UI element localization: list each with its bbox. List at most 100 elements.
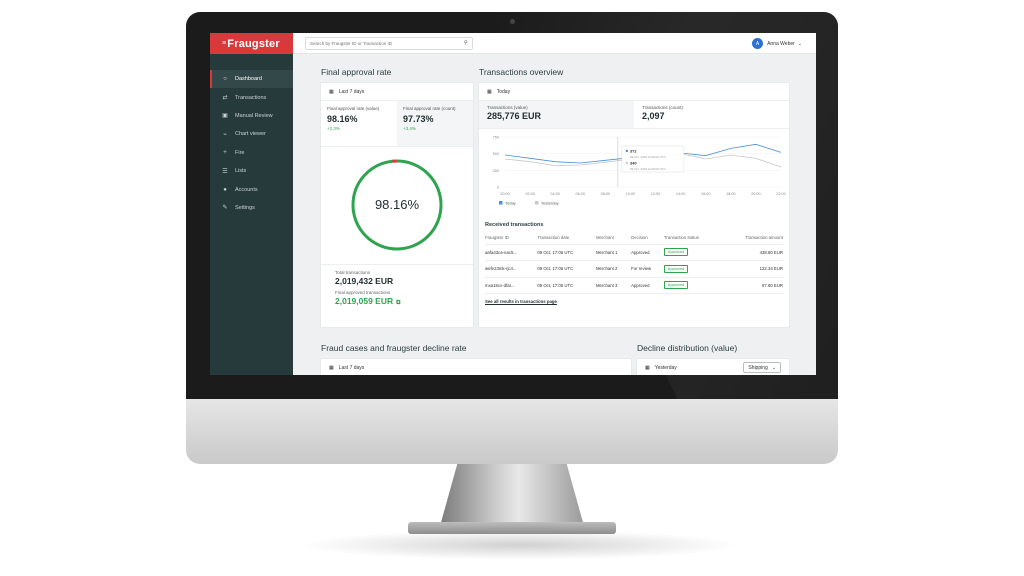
fraud-period[interactable]: ▦ Last 7 days [321, 359, 631, 375]
table-row[interactable]: mxa16cv-dfat... 09 Oct, 17:06 UTC Mercha… [485, 277, 783, 294]
decline-dropdown[interactable]: Shipping ⌄ [743, 362, 781, 373]
cell-amount: 97.80 EUR [721, 277, 783, 294]
floor-shadow [300, 530, 740, 560]
cell-merchant: Merchant 3 [595, 277, 632, 294]
decline-period[interactable]: ▦ Yesterday [637, 359, 789, 375]
y-tick-label: 250 [493, 169, 499, 173]
sidebar-item-fire[interactable]: + Fire [210, 144, 293, 162]
received-title: Received transactions [485, 222, 544, 228]
cell-decision: Approved [631, 244, 664, 261]
chart-icon: ⌁ [223, 131, 227, 138]
kpi-value: 2,097 [642, 111, 665, 121]
approval-totals: Total transactions 2,019,432 EUR Final a… [321, 264, 473, 314]
tooltip-yesterday-value: 340 [630, 161, 637, 166]
sidebar-nav: ○ Dashboard ⇄ Transactions ▣ Manual Revi… [210, 70, 293, 217]
tooltip-yesterday-marker [625, 161, 629, 165]
decline-title: Decline distribution (value) [637, 343, 738, 353]
approval-title: Final approval rate [321, 67, 392, 77]
chevron-down-icon: ⌄ [771, 364, 776, 371]
kpi-approval-value[interactable]: Final approval rate (value) 98.16% +2.3% [321, 101, 397, 146]
approval-card: ▦ Last 7 days Final approval rate (value… [321, 83, 473, 327]
table-row[interactable]: wefe23mk-rjc4... 09 Oct, 17:06 UTC Merch… [485, 260, 783, 278]
x-tick-label: 16:00 [701, 192, 711, 196]
approval-period[interactable]: ▦ Last 7 days [321, 83, 473, 101]
total-value: 2,019,432 EUR [335, 276, 394, 286]
sidebar-item-manual-review[interactable]: ▣ Manual Review [210, 107, 293, 125]
column-header[interactable]: Merchant [595, 232, 632, 245]
cell-id: mxa16cv-dfat... [485, 277, 538, 294]
logo-mark-icon: ≡ [222, 40, 227, 47]
overview-period-label: Today [496, 88, 511, 95]
cell-merchant: Merchant 1 [595, 244, 632, 261]
column-header[interactable]: Transaction status [663, 232, 722, 245]
kpi-delta: +3.4% [403, 125, 416, 131]
kpi-value: 285,776 EUR [487, 111, 542, 121]
approved-value-row: 2,019,059 EUR ⧉ [335, 296, 459, 307]
y-tick-label: 0 [497, 186, 499, 190]
gauge-value-arc [351, 159, 443, 251]
decline-card: ▦ Yesterday Shipping ⌄ [637, 359, 789, 375]
x-tick-label: 20:00 [751, 192, 761, 196]
column-header[interactable]: Decision [631, 232, 664, 245]
cell-status: Approved [663, 244, 722, 261]
tooltip-yesterday-time: 09 Oct. 2019 at 09:00 UTC [630, 167, 667, 171]
cell-merchant: Merchant 2 [595, 260, 632, 278]
overview-period[interactable]: ▦ Today [479, 83, 789, 101]
monitor-stand-foot [408, 522, 616, 534]
cell-id: wefe23mk-rjc4... [485, 260, 538, 278]
sidebar-item-lists[interactable]: ☰ Lists [210, 162, 293, 180]
status-badge: Approved [663, 264, 689, 273]
sidebar-item-label: Settings [235, 204, 255, 211]
calendar-icon: ▦ [645, 364, 650, 371]
kpi-transactions-value[interactable]: Transactions (value) 285,776 EUR [479, 101, 634, 128]
cell-amount: 122.34 EUR [721, 260, 783, 278]
received-table: Fraugster ID Transaction date Merchant D… [485, 232, 783, 294]
search-icon[interactable]: ⚲ [464, 40, 468, 46]
kpi-approval-count[interactable]: Final approval rate (count) 97.73% +3.4% [397, 101, 473, 146]
transactions-icon: ⇄ [222, 95, 228, 102]
brand-name: Fraugster [227, 37, 280, 50]
kpi-label: Final approval rate (count) [403, 106, 456, 111]
column-header[interactable]: Fraugster ID [485, 232, 538, 245]
sidebar-item-settings[interactable]: ✎ Settings [210, 199, 293, 217]
sidebar-item-dashboard[interactable]: ○ Dashboard [210, 70, 293, 89]
overview-title: Transactions overview [479, 67, 564, 77]
wrench-icon: ✎ [222, 205, 228, 212]
see-all-link[interactable]: See all results in transactions page [485, 299, 557, 304]
x-tick-label: 14:00 [676, 192, 686, 196]
user-menu[interactable]: A Anna Weber ⌄ [752, 38, 802, 49]
column-header[interactable]: Transaction amount [721, 232, 783, 245]
sidebar-item-chart-viewer[interactable]: ⌁ Chart viewer [210, 125, 293, 143]
search-input[interactable] [305, 37, 473, 50]
kpi-transactions-count[interactable]: Transactions (count) 2,097 [634, 101, 789, 128]
cell-date: 09 Oct, 17:06 UTC [537, 277, 596, 294]
sidebar-item-label: Fire [235, 149, 245, 156]
column-header[interactable]: Transaction date [537, 232, 596, 245]
sidebar-item-label: Transactions [235, 94, 267, 101]
external-link-icon[interactable]: ⧉ [396, 300, 401, 306]
dashboard-content: Final approval rate Transactions overvie… [293, 54, 816, 375]
legend-label-yesterday: Yesterday [541, 201, 559, 206]
tooltip-today-time: 09 Oct. 2019 at 09:00 UTC [630, 155, 667, 159]
sidebar-item-label: Accounts [235, 186, 258, 193]
table-row[interactable]: aafa43ca-eac5... 09 Oct, 17:06 UTC Merch… [485, 244, 783, 261]
cell-date: 09 Oct, 17:06 UTC [537, 260, 596, 278]
approval-gauge: 98.16% [321, 147, 473, 264]
gauge-label: 98.16% [375, 197, 420, 212]
fraud-card: ▦ Last 7 days [321, 359, 631, 375]
cell-status: Approved [663, 260, 722, 278]
cell-decision: For review [631, 260, 664, 278]
sidebar: ≡ Fraugster ○ Dashboard ⇄ Transactions ▣… [210, 33, 293, 375]
cell-date: 09 Oct, 17:06 UTC [537, 244, 596, 261]
x-tick-label: 22:00 [776, 192, 786, 196]
tooltip-today-marker [625, 149, 629, 153]
status-badge: Approved [663, 281, 689, 290]
x-tick-label: 10:00 [626, 192, 636, 196]
brand-logo[interactable]: ≡ Fraugster [210, 33, 293, 54]
approved-value: 2,019,059 EUR [335, 296, 394, 306]
kpi-label: Transactions (value) [487, 105, 528, 110]
sidebar-item-accounts[interactable]: ● Accounts [210, 180, 293, 198]
sidebar-item-transactions[interactable]: ⇄ Transactions [210, 88, 293, 106]
legend-swatch-today [499, 201, 503, 205]
transactions-line-chart[interactable]: 0 250 500 750 00:00 02:00 04:00 06:00 08:00 10:00… [479, 129, 789, 211]
